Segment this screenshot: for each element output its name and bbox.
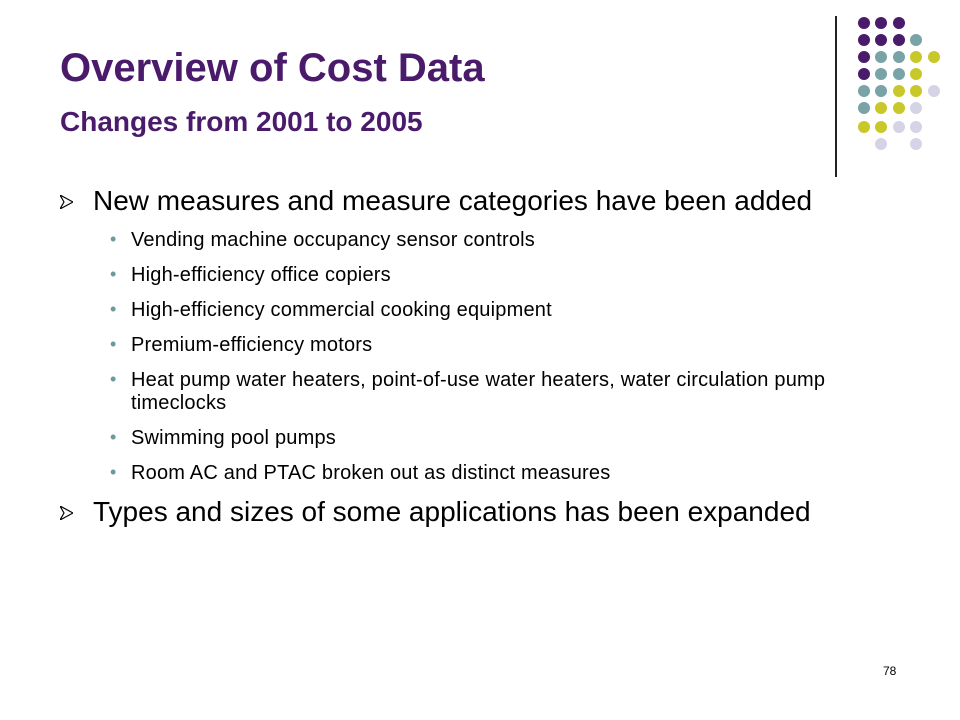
dot <box>875 34 887 46</box>
dot <box>910 102 922 114</box>
bullet-item: New measures and measure categories have… <box>60 186 860 215</box>
slide-title: Overview of Cost Data <box>60 46 485 90</box>
sub-bullet-item: • Room AC and PTAC broken out as distinc… <box>60 462 860 485</box>
dot <box>893 51 905 63</box>
arrow-bullet-icon <box>60 195 73 209</box>
sub-bullet-item: • High-efficiency commercial cooking equ… <box>60 299 860 322</box>
dot <box>875 68 887 80</box>
dot <box>910 51 922 63</box>
header-divider <box>835 16 837 177</box>
sub-bullet-text: Room AC and PTAC broken out as distinct … <box>131 462 611 484</box>
bullet-text: New measures and measure categories have… <box>93 185 813 216</box>
dot-bullet-icon: • <box>110 264 117 284</box>
decorative-dot-grid <box>858 17 940 150</box>
dot <box>910 34 922 46</box>
dot <box>910 85 922 97</box>
dot <box>875 17 887 29</box>
sub-bullet-list: • Vending machine occupancy sensor contr… <box>60 229 860 485</box>
page-number: 78 <box>883 664 897 678</box>
dot <box>893 121 905 133</box>
dot-bullet-icon: • <box>110 299 117 319</box>
dot <box>910 138 922 150</box>
dot <box>893 17 905 29</box>
dot <box>928 51 940 63</box>
dot <box>875 85 887 97</box>
sub-bullet-item: • Heat pump water heaters, point-of-use … <box>60 369 831 415</box>
bullet-text: Types and sizes of some applications has… <box>93 496 811 527</box>
dot-bullet-icon: • <box>110 334 117 354</box>
slide-subtitle: Changes from 2001 to 2005 <box>60 106 423 137</box>
slide-body: New measures and measure categories have… <box>60 186 860 536</box>
sub-bullet-item: • Premium-efficiency motors <box>60 334 860 357</box>
dot-bullet-icon: • <box>110 427 117 447</box>
sub-bullet-text: Swimming pool pumps <box>131 427 336 449</box>
dot <box>858 121 870 133</box>
dot <box>858 34 870 46</box>
sub-bullet-item: • High-efficiency office copiers <box>60 264 860 287</box>
sub-bullet-text: Heat pump water heaters, point-of-use wa… <box>131 369 826 414</box>
dot <box>893 34 905 46</box>
dot <box>858 102 870 114</box>
dot <box>875 51 887 63</box>
dot <box>910 68 922 80</box>
dot <box>893 85 905 97</box>
sub-bullet-text: High-efficiency commercial cooking equip… <box>131 299 552 321</box>
dot <box>893 68 905 80</box>
sub-bullet-text: Vending machine occupancy sensor control… <box>131 229 535 251</box>
dot-bullet-icon: • <box>110 462 117 482</box>
arrow-bullet-icon <box>60 506 73 520</box>
sub-bullet-text: High-efficiency office copiers <box>131 264 391 286</box>
dot <box>928 85 940 97</box>
dot <box>875 102 887 114</box>
bullet-item: Types and sizes of some applications has… <box>60 497 853 526</box>
dot <box>858 17 870 29</box>
dot <box>858 85 870 97</box>
dot <box>858 68 870 80</box>
sub-bullet-item: • Vending machine occupancy sensor contr… <box>60 229 860 252</box>
dot-bullet-icon: • <box>110 369 117 389</box>
sub-bullet-text: Premium-efficiency motors <box>131 334 373 356</box>
sub-bullet-item: • Swimming pool pumps <box>60 427 860 450</box>
dot <box>875 121 887 133</box>
dot <box>858 51 870 63</box>
dot <box>875 138 887 150</box>
dot <box>893 102 905 114</box>
dot-bullet-icon: • <box>110 229 117 249</box>
dot <box>910 121 922 133</box>
